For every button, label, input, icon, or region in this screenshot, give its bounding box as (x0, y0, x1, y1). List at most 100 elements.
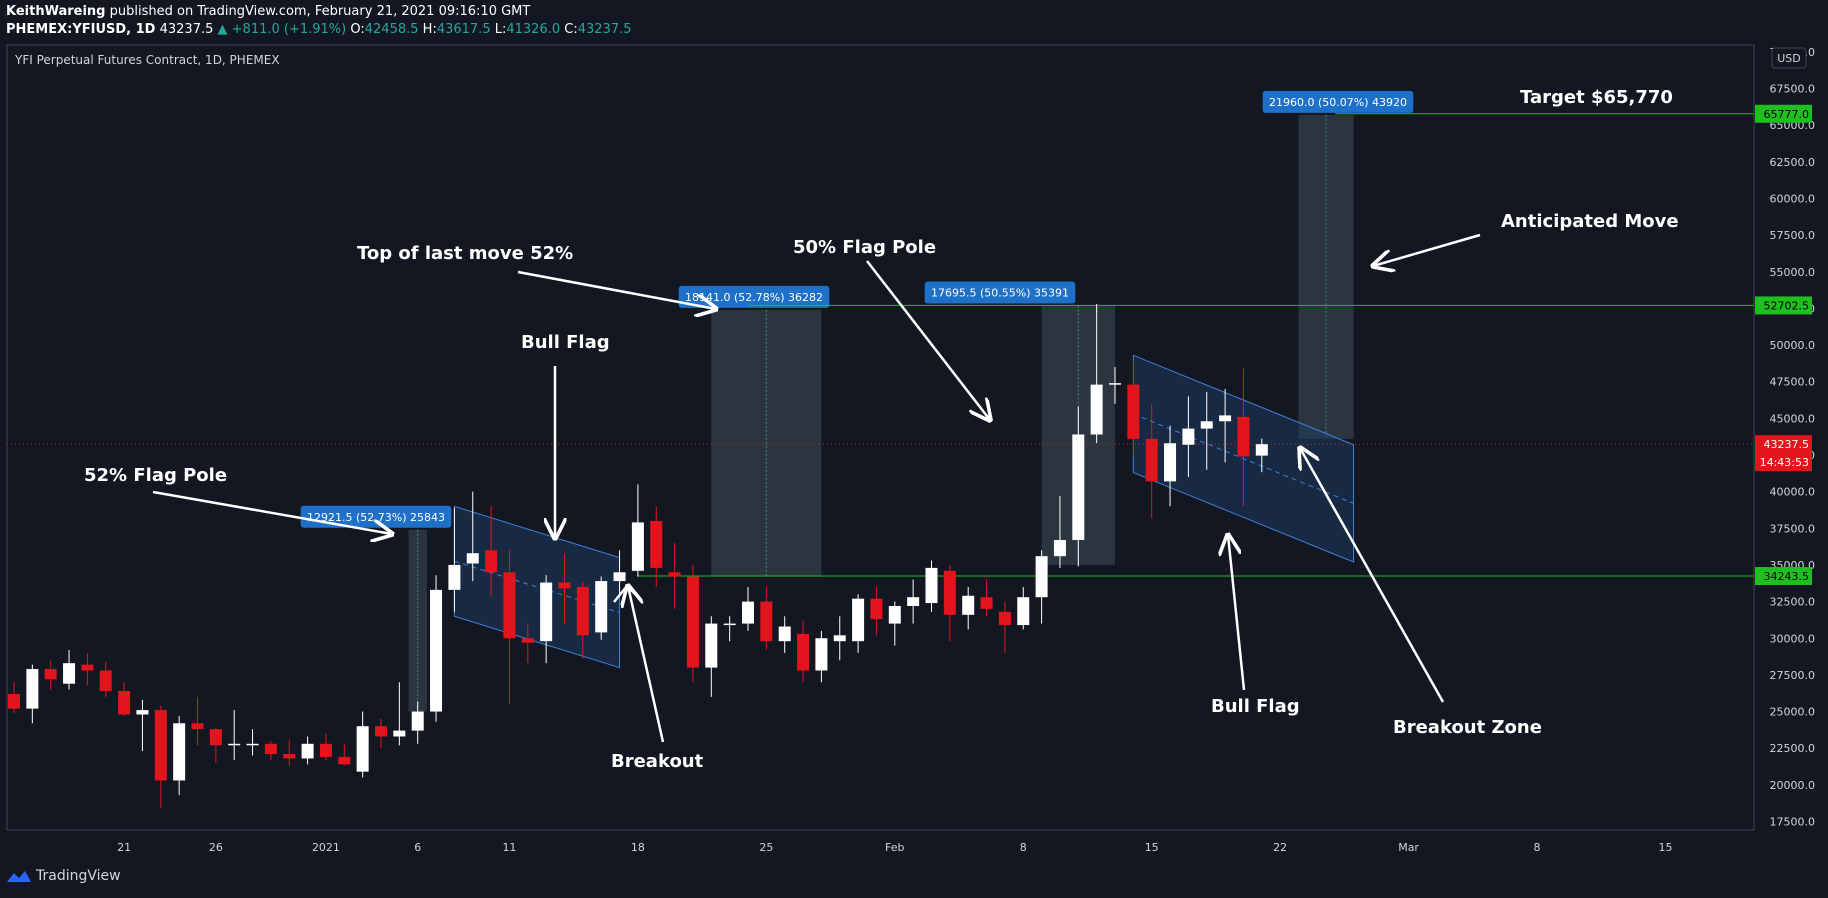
flag-midline (454, 560, 620, 614)
level-price-label: 65777.0 (1764, 108, 1810, 121)
x-tick-label: 18 (631, 841, 645, 854)
x-tick-label: 11 (502, 841, 516, 854)
candle-body (540, 582, 553, 642)
annotation-label: 50% Flag Pole (793, 237, 936, 258)
y-tick-label: 27500.0 (1770, 669, 1816, 682)
candle-body (1127, 384, 1140, 439)
ohlc-line: PHEMEX:YFIUSD, 1D 43237.5 ▲ +811.0 (+1.9… (6, 21, 632, 39)
publish-line: KeithWareing published on TradingView.co… (6, 3, 632, 21)
measure-label: 12921.5 (52.73%) 25843 (307, 511, 445, 524)
x-tick-label: 8 (1534, 841, 1541, 854)
candle-body (246, 743, 259, 746)
candle-body (668, 572, 681, 577)
candle-body (558, 582, 571, 589)
annotation-arrow (1300, 448, 1445, 703)
candle-body (1219, 415, 1232, 422)
candle-body (485, 550, 498, 573)
candle-body (576, 586, 589, 636)
candle-body (925, 567, 938, 604)
y-tick-label: 45000.0 (1770, 412, 1816, 425)
candle-body (191, 723, 204, 730)
candle-body (1145, 438, 1158, 482)
y-tick-label: 37500.0 (1770, 522, 1816, 535)
high-value: 43617.5 (436, 22, 491, 37)
y-tick-label: 25000.0 (1770, 706, 1816, 719)
candle-body (1053, 540, 1066, 557)
x-tick-label: 2021 (312, 841, 340, 854)
symbol-label: PHEMEX:YFIUSD, 1D (6, 22, 156, 37)
candle-body (595, 581, 608, 633)
x-tick-label: Mar (1398, 841, 1419, 854)
candle-body (1017, 597, 1030, 626)
footer: TradingView (6, 868, 121, 884)
x-tick-label: 26 (209, 841, 223, 854)
last-price: 43237.5 (159, 22, 214, 37)
horizontal-levels (7, 113, 1754, 577)
candle-body (742, 601, 754, 624)
x-tick-label: Feb (885, 841, 904, 854)
candle-body (943, 570, 956, 615)
plot-area (6, 44, 1755, 831)
high-label: H: (422, 22, 437, 37)
candle-body (209, 729, 222, 746)
candle-body (760, 601, 773, 642)
candle-body (1200, 421, 1213, 429)
candle-body (1072, 434, 1085, 541)
annotation-arrows (152, 233, 1481, 743)
y-tick-label: 67500.0 (1770, 83, 1816, 96)
measure-label: 21960.0 (50.07%) 43920 (1269, 96, 1407, 109)
open-label: O: (350, 22, 365, 37)
candle-body (8, 693, 20, 709)
annotation-label: Bull Flag (1211, 696, 1300, 717)
annotation-label: Breakout (611, 751, 704, 772)
candle-body (228, 743, 241, 746)
level-price-box (1755, 104, 1812, 123)
candle-body (521, 638, 534, 643)
price-labels: 65777.0 52702.5 34243.5 43237.5 14:43:53 (1755, 104, 1812, 586)
candle-body (778, 626, 791, 642)
publish-info: published on TradingView.com, February 2… (109, 4, 531, 19)
currency-badge[interactable]: USD (1771, 47, 1807, 69)
annotations: 52% Flag Pole Bull Flag Top of last move 5… (84, 87, 1679, 772)
y-tick-label: 47500.0 (1770, 376, 1816, 389)
annotation-label: Target $65,770 (1520, 87, 1673, 108)
candle-body (723, 623, 736, 626)
candle-body (852, 598, 865, 642)
candle-body (1164, 443, 1177, 482)
y-tick-label: 55000.0 (1770, 266, 1816, 279)
author-name[interactable]: KeithWareing (6, 4, 106, 19)
candle-body (613, 572, 626, 582)
level-price-box (1755, 296, 1812, 315)
candle-body (1109, 383, 1121, 385)
candle-body (686, 576, 699, 668)
candle-body (283, 754, 296, 759)
brand-name[interactable]: TradingView (36, 868, 121, 884)
candle-body (154, 710, 167, 781)
candle-body (44, 669, 57, 680)
candle-body (99, 670, 112, 692)
y-tick-label: 40000.0 (1770, 486, 1816, 499)
candle-body (81, 664, 94, 671)
annotation-label: Bull Flag (521, 332, 610, 353)
low-label: L: (494, 22, 507, 37)
candle-body (888, 605, 901, 624)
candle-body (26, 669, 39, 709)
annotation-label: Breakout Zone (1393, 717, 1542, 738)
y-tick-label: 32500.0 (1770, 596, 1816, 609)
candle-body (1237, 416, 1250, 457)
y-tick-label: 57500.0 (1770, 229, 1816, 242)
current-price-box (1755, 435, 1812, 472)
candle-body (63, 663, 76, 684)
measure-box (408, 529, 427, 712)
x-axis: 21 26 2021 6 11 18 25 Feb 8 15 22 Mar 8 15 (117, 841, 1672, 854)
measure-label: 18141.0 (52.78%) 36282 (685, 291, 823, 304)
candle-body (797, 633, 810, 671)
candle-body (118, 691, 131, 715)
candle-body (870, 598, 883, 620)
candle-body (375, 726, 387, 737)
measure-label-box (1262, 90, 1414, 113)
tradingview-logo-icon (7, 871, 31, 882)
candle-body (907, 597, 920, 606)
annotation-arrow (517, 270, 716, 309)
